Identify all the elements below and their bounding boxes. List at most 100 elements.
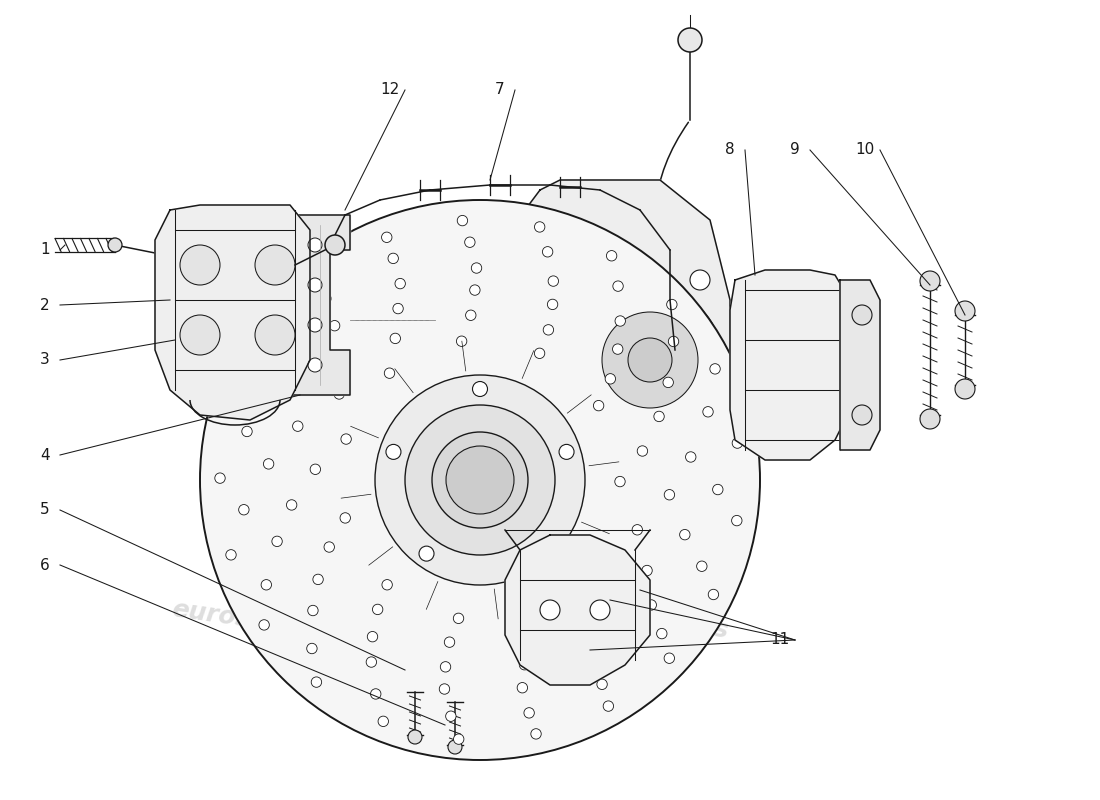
Text: 1: 1	[41, 242, 50, 258]
Circle shape	[180, 245, 220, 285]
Circle shape	[444, 637, 454, 647]
Circle shape	[226, 550, 236, 560]
Circle shape	[324, 542, 334, 552]
Circle shape	[405, 405, 556, 555]
Circle shape	[341, 434, 351, 444]
Circle shape	[453, 734, 464, 744]
Circle shape	[293, 421, 303, 431]
Circle shape	[613, 344, 623, 354]
Circle shape	[710, 364, 720, 374]
Circle shape	[524, 708, 535, 718]
Circle shape	[366, 657, 376, 667]
Circle shape	[663, 378, 673, 388]
Circle shape	[308, 358, 322, 372]
Circle shape	[367, 631, 377, 642]
Circle shape	[311, 677, 321, 687]
Circle shape	[286, 500, 297, 510]
Circle shape	[308, 238, 322, 252]
Polygon shape	[730, 270, 850, 460]
Circle shape	[602, 312, 698, 408]
Circle shape	[464, 237, 475, 247]
Circle shape	[465, 310, 476, 321]
Circle shape	[308, 278, 322, 292]
Circle shape	[632, 525, 642, 535]
Circle shape	[378, 716, 388, 726]
Circle shape	[334, 389, 344, 399]
Circle shape	[544, 240, 565, 260]
Circle shape	[690, 440, 710, 460]
Circle shape	[446, 446, 514, 514]
Circle shape	[615, 476, 625, 486]
Circle shape	[271, 354, 281, 364]
Text: 10: 10	[856, 142, 875, 158]
Circle shape	[308, 606, 318, 616]
Circle shape	[473, 382, 487, 397]
Circle shape	[308, 318, 322, 332]
Circle shape	[664, 490, 674, 500]
Polygon shape	[285, 215, 350, 395]
Circle shape	[255, 315, 295, 355]
Circle shape	[637, 446, 648, 456]
Circle shape	[713, 484, 723, 494]
Circle shape	[330, 351, 341, 362]
Circle shape	[419, 546, 435, 561]
Circle shape	[272, 536, 283, 546]
Circle shape	[375, 375, 585, 585]
Circle shape	[470, 285, 480, 295]
Circle shape	[540, 600, 560, 620]
Circle shape	[200, 200, 760, 760]
Text: 11: 11	[770, 633, 790, 647]
Circle shape	[517, 682, 528, 693]
Circle shape	[664, 653, 674, 663]
Circle shape	[453, 613, 464, 623]
Circle shape	[548, 299, 558, 310]
Text: 7: 7	[495, 82, 505, 98]
Circle shape	[440, 662, 451, 672]
Polygon shape	[505, 180, 730, 530]
Circle shape	[543, 325, 553, 335]
Circle shape	[641, 566, 652, 576]
Circle shape	[312, 574, 323, 585]
Circle shape	[371, 689, 381, 699]
Circle shape	[310, 464, 320, 474]
Circle shape	[261, 579, 272, 590]
Circle shape	[535, 348, 544, 358]
Polygon shape	[155, 205, 310, 420]
Text: 9: 9	[790, 142, 800, 158]
Circle shape	[261, 326, 272, 337]
Circle shape	[680, 530, 690, 540]
Circle shape	[578, 288, 722, 432]
Circle shape	[180, 315, 220, 355]
Circle shape	[678, 28, 702, 52]
Circle shape	[615, 316, 626, 326]
Circle shape	[108, 238, 122, 252]
Circle shape	[382, 232, 392, 242]
Circle shape	[324, 235, 345, 255]
Circle shape	[703, 406, 713, 417]
Circle shape	[955, 301, 975, 321]
Circle shape	[696, 561, 707, 571]
Circle shape	[542, 246, 553, 257]
Circle shape	[390, 334, 400, 344]
Circle shape	[382, 579, 393, 590]
Circle shape	[242, 426, 252, 437]
Text: eurospares: eurospares	[540, 247, 700, 293]
Circle shape	[395, 278, 406, 289]
Circle shape	[852, 405, 872, 425]
Circle shape	[708, 590, 718, 600]
Polygon shape	[505, 535, 650, 685]
Text: eurospares: eurospares	[170, 597, 330, 643]
Circle shape	[628, 338, 672, 382]
Circle shape	[653, 411, 664, 422]
Circle shape	[408, 730, 422, 744]
Circle shape	[448, 740, 462, 754]
Circle shape	[531, 729, 541, 739]
Circle shape	[657, 628, 667, 638]
Circle shape	[535, 222, 544, 232]
Circle shape	[384, 368, 395, 378]
Circle shape	[531, 602, 542, 613]
Circle shape	[732, 515, 742, 526]
Text: 2: 2	[41, 298, 50, 313]
Circle shape	[255, 245, 295, 285]
Circle shape	[613, 281, 624, 291]
